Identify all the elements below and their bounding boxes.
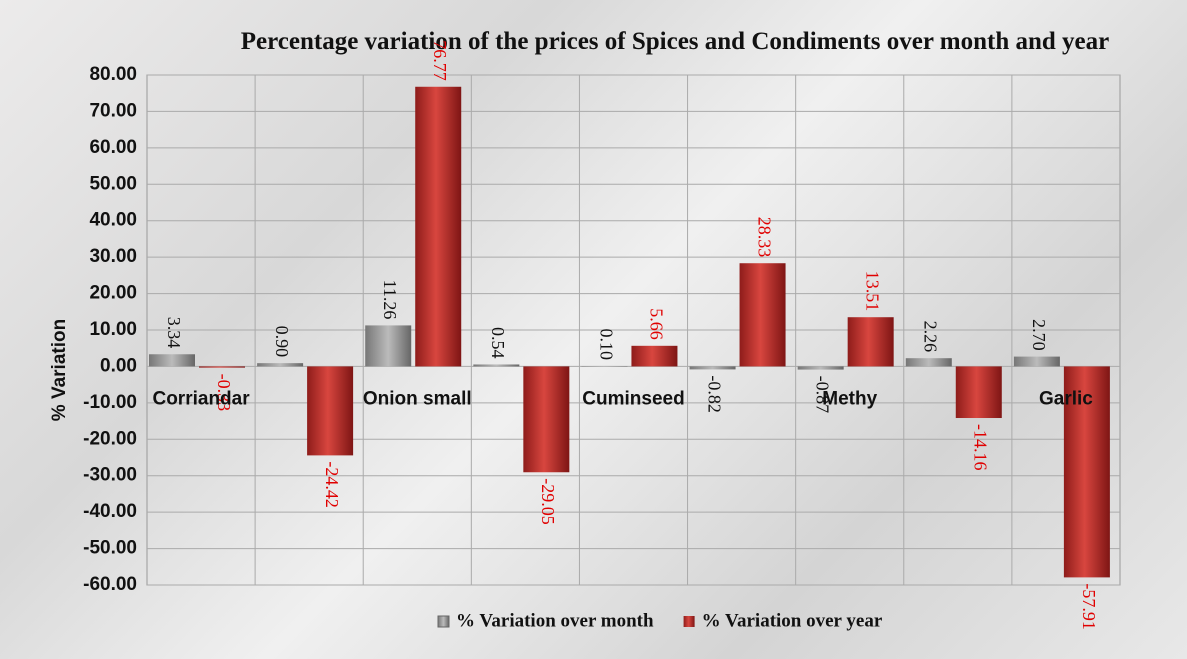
data-label: -14.16 bbox=[971, 424, 991, 471]
legend-label: % Variation over month bbox=[456, 610, 654, 631]
y-tick-label: -40.00 bbox=[83, 501, 137, 522]
data-label: -24.42 bbox=[322, 461, 342, 508]
bar bbox=[689, 366, 736, 370]
data-label: -0.82 bbox=[704, 375, 724, 413]
y-tick-label: -50.00 bbox=[83, 538, 137, 559]
bar bbox=[631, 345, 678, 367]
bar bbox=[199, 366, 245, 368]
data-label: 13.51 bbox=[863, 271, 883, 312]
bar bbox=[365, 325, 412, 367]
data-label: 11.26 bbox=[380, 280, 400, 320]
y-tick-label: 0.00 bbox=[100, 355, 137, 376]
y-tick-label: 50.00 bbox=[89, 173, 137, 194]
bar bbox=[257, 363, 304, 367]
bar bbox=[149, 354, 195, 367]
x-tick-label: Garlic bbox=[1039, 388, 1093, 409]
y-tick-label: -60.00 bbox=[83, 574, 137, 595]
y-axis-label: % Variation bbox=[49, 319, 70, 421]
data-label: -57.91 bbox=[1079, 583, 1099, 630]
y-tick-label: 20.00 bbox=[89, 283, 137, 304]
x-tick-label: Cuminseed bbox=[582, 388, 684, 409]
y-tick-label: 70.00 bbox=[89, 100, 137, 121]
x-tick-label: Methy bbox=[822, 388, 877, 409]
data-label: 5.66 bbox=[646, 308, 666, 340]
data-label: 2.70 bbox=[1029, 319, 1049, 351]
x-tick-label: Corriandar bbox=[152, 388, 250, 409]
data-label: -0.87 bbox=[813, 376, 833, 414]
bar bbox=[1063, 366, 1110, 578]
bar bbox=[307, 366, 354, 456]
data-label: 28.33 bbox=[754, 217, 774, 258]
bar bbox=[739, 263, 786, 367]
bar bbox=[415, 86, 462, 367]
y-tick-label: -30.00 bbox=[83, 465, 137, 486]
bar bbox=[797, 366, 844, 370]
y-tick-label: 60.00 bbox=[89, 137, 137, 158]
y-tick-label: 10.00 bbox=[89, 319, 137, 340]
data-label: -0.33 bbox=[214, 374, 234, 412]
data-label: 0.10 bbox=[596, 329, 616, 361]
chart-title: Percentage variation of the prices of Sp… bbox=[240, 28, 1110, 55]
y-tick-label: 80.00 bbox=[89, 64, 137, 85]
legend-label: % Variation over year bbox=[702, 610, 883, 631]
bar bbox=[955, 366, 1002, 419]
bar bbox=[1013, 356, 1060, 367]
data-label: 0.54 bbox=[488, 327, 508, 359]
legend-swatch bbox=[683, 616, 695, 627]
data-label: 0.90 bbox=[272, 326, 292, 358]
x-tick-label: Onion small bbox=[363, 388, 472, 409]
data-label: 2.26 bbox=[921, 321, 941, 353]
y-tick-label: -10.00 bbox=[83, 392, 137, 413]
y-tick-label: -20.00 bbox=[83, 428, 137, 449]
data-label: 3.34 bbox=[164, 317, 184, 349]
bar bbox=[523, 366, 570, 473]
bar bbox=[905, 358, 952, 367]
y-tick-label: 30.00 bbox=[89, 246, 137, 267]
y-tick-label: 40.00 bbox=[89, 210, 137, 231]
legend-swatch bbox=[437, 615, 450, 628]
bar bbox=[847, 317, 894, 367]
data-label: 76.77 bbox=[430, 40, 450, 81]
data-label: -29.05 bbox=[538, 478, 558, 524]
bar bbox=[473, 364, 520, 367]
